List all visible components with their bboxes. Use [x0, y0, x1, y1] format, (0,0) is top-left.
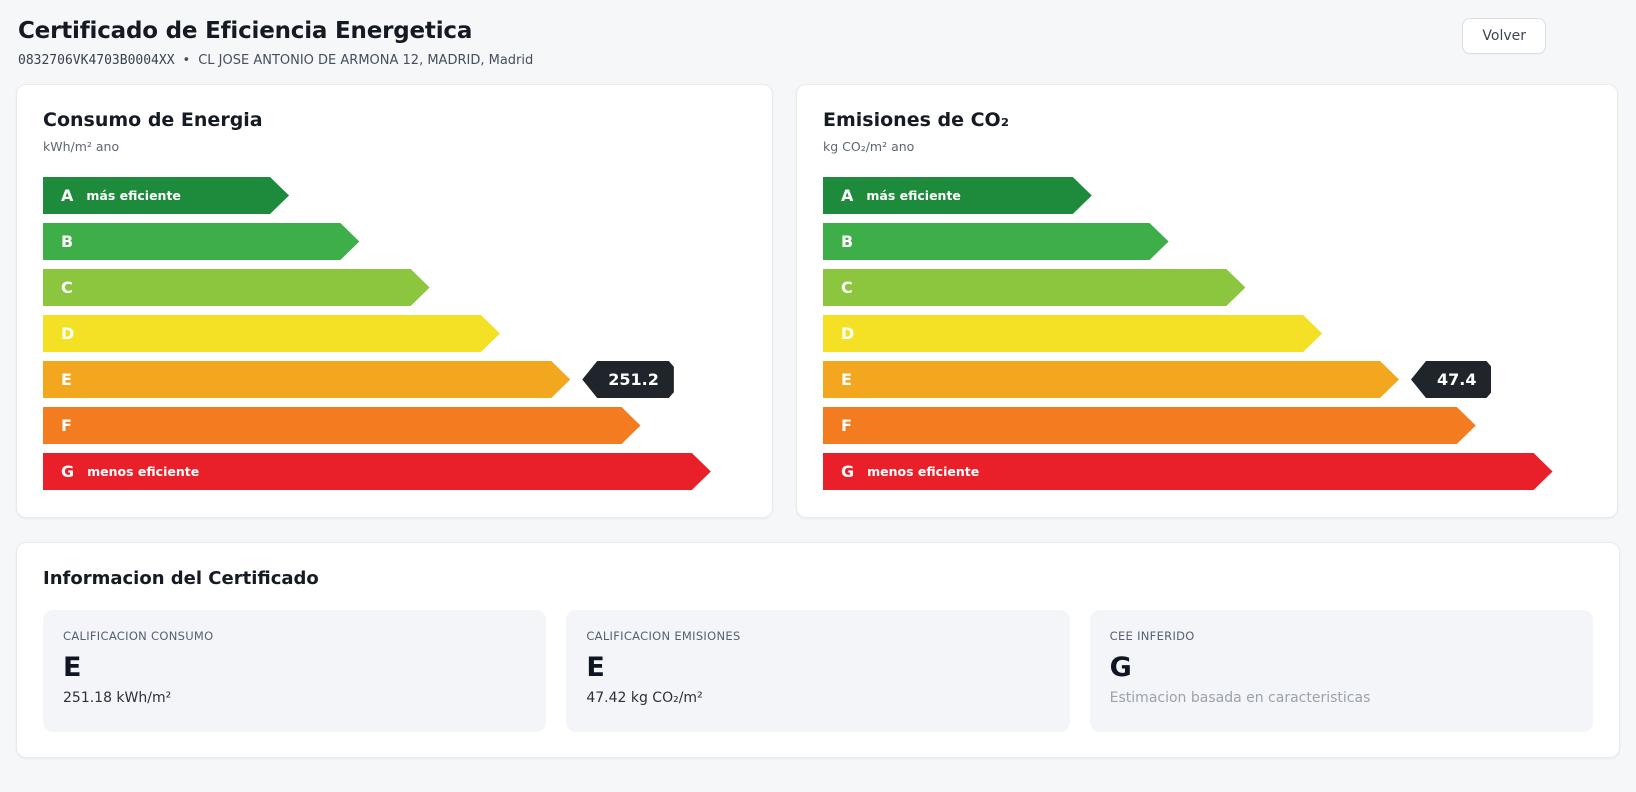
rating-band-row-c: C: [43, 269, 746, 306]
rating-note: menos eficiente: [867, 464, 980, 479]
rating-band-row-f: F: [43, 407, 746, 444]
inferred-cee-tile: CEE INFERIDO G Estimacion basada en cara…: [1089, 610, 1593, 732]
rating-note: menos eficiente: [87, 464, 200, 479]
certificate-info-title: Informacion del Certificado: [43, 568, 319, 589]
consumption-rating-tile: CALIFICACION CONSUMO E 251.18 kWh/m²: [43, 610, 547, 732]
rating-letter: A: [841, 186, 854, 205]
rating-bar-f: F: [43, 407, 641, 444]
rating-letter: D: [841, 324, 855, 343]
rating-letter: A: [61, 186, 74, 205]
energy-certificate-page: Certificado de Eficiencia Energetica 083…: [16, 18, 1620, 758]
tile-rating-letter: E: [63, 652, 82, 683]
rating-letter: C: [61, 278, 73, 297]
certificate-info-tiles: CALIFICACION CONSUMO E 251.18 kWh/m² CAL…: [43, 610, 1593, 732]
tile-detail-value: 47.42 kg CO₂/m²: [586, 690, 703, 706]
rating-band-row-e: E 251.2: [43, 361, 746, 398]
certificate-subline: 0832706VK4703B0004XX • CL JOSE ANTONIO D…: [18, 53, 533, 68]
rating-letter: E: [61, 370, 72, 389]
emissions-chart-unit: kg CO₂/m² ano: [823, 139, 915, 154]
rating-letter: F: [841, 416, 852, 435]
rating-bar-b: B: [43, 223, 359, 260]
back-button[interactable]: Volver: [1462, 18, 1546, 54]
rating-bar-d: D: [823, 315, 1322, 352]
rating-letter: G: [841, 462, 855, 481]
rating-bar-e: E: [43, 361, 570, 398]
tile-detail-value: 251.18 kWh/m²: [63, 690, 172, 706]
emissions-rating-tile: CALIFICACION EMISIONES E 47.42 kg CO₂/m²: [566, 610, 1070, 732]
rating-letter: B: [61, 232, 74, 251]
page-title: Certificado de Eficiencia Energetica: [18, 18, 473, 44]
tile-label: CEE INFERIDO: [1109, 629, 1195, 643]
rating-bar-c: C: [823, 269, 1245, 306]
page-header: Certificado de Eficiencia Energetica 083…: [18, 18, 1618, 68]
consumption-chart-unit: kWh/m² ano: [43, 139, 120, 154]
certificate-address: CL JOSE ANTONIO DE ARMONA 12, MADRID, Ma…: [198, 53, 534, 68]
rating-bar-b: B: [823, 223, 1169, 260]
certificate-reference-code: 0832706VK4703B0004XX: [18, 53, 175, 68]
rating-band-row-d: D: [43, 315, 746, 352]
tile-label: CALIFICACION EMISIONES: [586, 629, 741, 643]
rating-note: más eficiente: [86, 188, 181, 203]
rating-bar-f: F: [823, 407, 1476, 444]
current-value-badge: 47.4: [1411, 361, 1491, 398]
consumption-chart-title: Consumo de Energia: [43, 109, 263, 131]
rating-bar-c: C: [43, 269, 430, 306]
rating-letter: B: [841, 232, 854, 251]
tile-rating-letter: E: [586, 652, 605, 683]
rating-band-row-b: B: [43, 223, 746, 260]
bullet-separator: •: [182, 53, 191, 68]
rating-letter: E: [841, 370, 852, 389]
rating-band-row-e: E 47.4: [823, 361, 1591, 398]
rating-note: más eficiente: [866, 188, 961, 203]
emissions-chart-title: Emisiones de CO₂: [823, 109, 1010, 131]
rating-letter: G: [61, 462, 75, 481]
rating-band-row-c: C: [823, 269, 1591, 306]
rating-band-row-b: B: [823, 223, 1591, 260]
rating-bar-d: D: [43, 315, 500, 352]
rating-letter: D: [61, 324, 75, 343]
tile-label: CALIFICACION CONSUMO: [63, 629, 214, 643]
rating-letter: C: [841, 278, 853, 297]
certificate-info-card: Informacion del Certificado CALIFICACION…: [16, 542, 1620, 758]
rating-letter: F: [61, 416, 72, 435]
tile-rating-letter: G: [1109, 652, 1132, 683]
tile-detail-note: Estimacion basada en caracteristicas: [1109, 690, 1371, 706]
rating-band-row-f: F: [823, 407, 1591, 444]
header-text: Certificado de Eficiencia Energetica 083…: [18, 18, 533, 68]
current-value-badge: 251.2: [582, 361, 674, 398]
rating-band-row-d: D: [823, 315, 1591, 352]
rating-bar-e: E: [823, 361, 1399, 398]
